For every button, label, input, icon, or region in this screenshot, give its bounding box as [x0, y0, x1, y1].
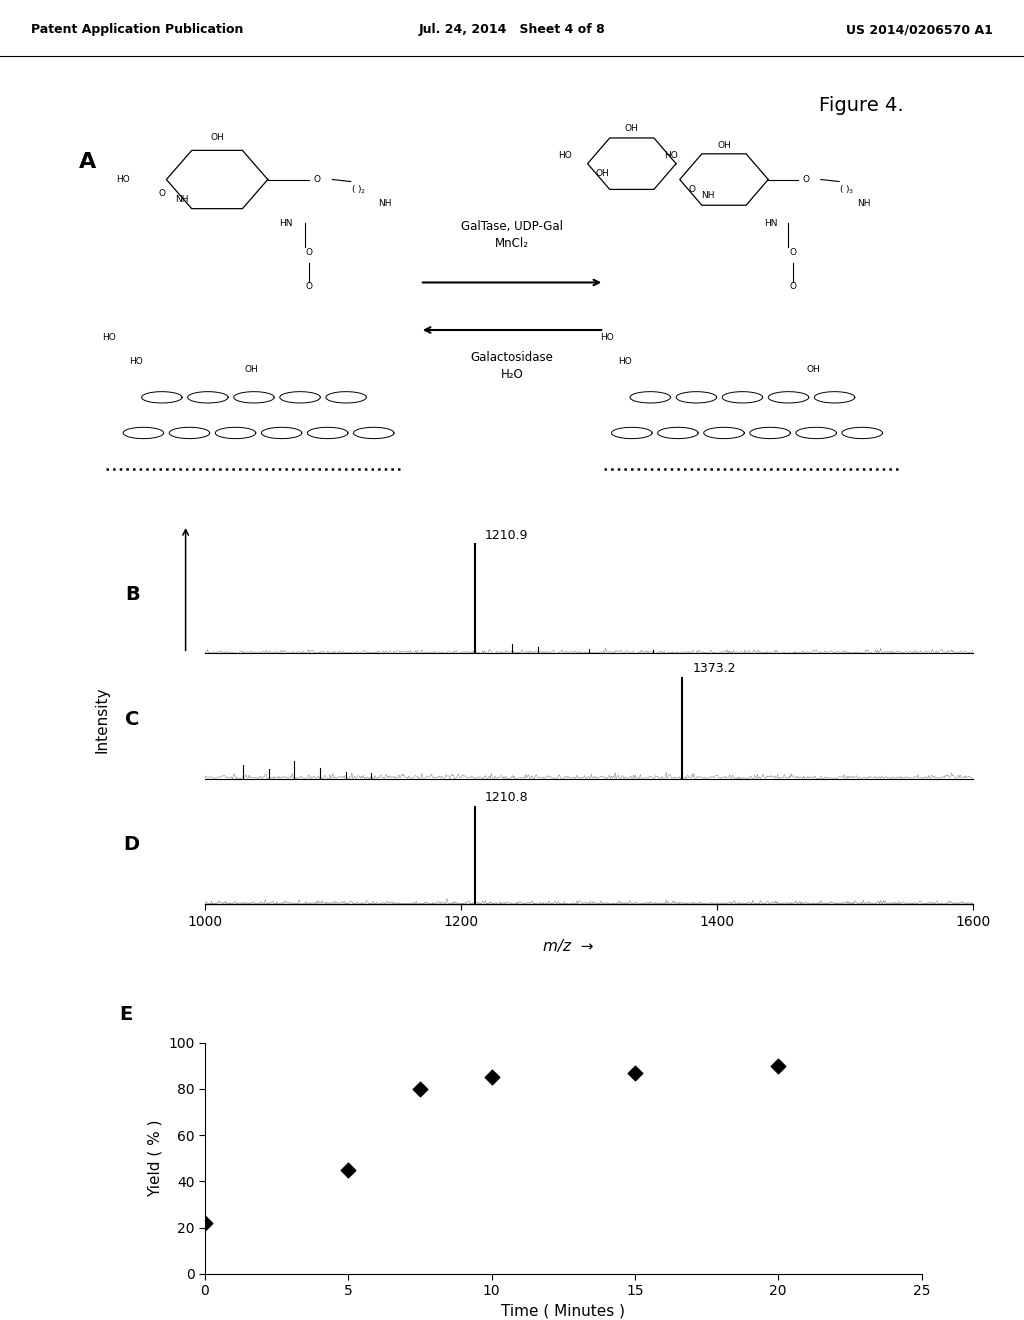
Point: [770, 1056, 786, 1077]
Text: O: O: [790, 248, 797, 257]
Text: 1210.8: 1210.8: [485, 792, 528, 804]
Text: D: D: [124, 836, 139, 854]
Text: US 2014/0206570 A1: US 2014/0206570 A1: [847, 24, 993, 36]
Text: OH: OH: [210, 133, 224, 143]
Text: O: O: [790, 282, 797, 290]
Text: E: E: [119, 1006, 132, 1024]
Point: [412, 1078, 428, 1100]
Text: NH: NH: [858, 199, 871, 207]
Text: B: B: [125, 585, 139, 603]
Text: HO: HO: [665, 152, 678, 160]
Text: A: A: [79, 152, 96, 172]
Y-axis label: Yield ( % ): Yield ( % ): [147, 1119, 163, 1197]
Text: O: O: [306, 248, 312, 257]
Text: Patent Application Publication: Patent Application Publication: [31, 24, 243, 36]
Text: HO: HO: [618, 358, 632, 366]
Text: OH: OH: [595, 169, 608, 178]
Text: NH: NH: [176, 195, 189, 203]
Text: NH: NH: [700, 191, 715, 199]
Text: O: O: [803, 176, 809, 183]
Text: 1210.9: 1210.9: [485, 529, 528, 541]
Text: HO: HO: [116, 176, 129, 183]
Text: HO: HO: [558, 152, 571, 160]
Text: ( )$_2$: ( )$_2$: [350, 183, 367, 195]
Point: [197, 1212, 213, 1233]
Text: Intensity: Intensity: [95, 686, 110, 752]
Text: 1373.2: 1373.2: [693, 663, 736, 676]
X-axis label: Time ( Minutes ): Time ( Minutes ): [501, 1304, 626, 1319]
Text: O: O: [159, 189, 165, 198]
Text: OH: OH: [625, 124, 639, 133]
Text: O: O: [313, 176, 321, 183]
Text: ( )$_3$: ( )$_3$: [840, 183, 855, 195]
Text: GalTase, UDP-Gal
MnCl₂: GalTase, UDP-Gal MnCl₂: [461, 220, 563, 249]
Text: Galactosidase
H₂O: Galactosidase H₂O: [471, 351, 553, 380]
Point: [483, 1067, 500, 1088]
Text: Jul. 24, 2014   Sheet 4 of 8: Jul. 24, 2014 Sheet 4 of 8: [419, 24, 605, 36]
Text: HN: HN: [280, 219, 293, 227]
Text: OH: OH: [807, 366, 820, 374]
Text: Figure 4.: Figure 4.: [819, 96, 904, 115]
Point: [627, 1063, 643, 1084]
Text: HO: HO: [130, 358, 143, 366]
Point: [340, 1159, 356, 1180]
Text: O: O: [688, 185, 695, 194]
Text: OH: OH: [717, 141, 731, 150]
Text: C: C: [125, 710, 139, 729]
Text: NH: NH: [379, 199, 392, 207]
Text: HO: HO: [102, 334, 116, 342]
Text: HN: HN: [764, 219, 777, 227]
Text: m/z  →: m/z →: [543, 939, 594, 954]
Text: OH: OH: [245, 366, 258, 374]
Text: O: O: [306, 282, 312, 290]
Text: HO: HO: [600, 334, 613, 342]
